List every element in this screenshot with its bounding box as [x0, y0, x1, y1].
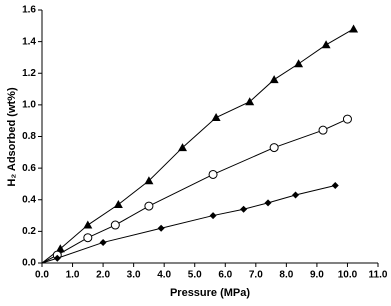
point — [245, 97, 255, 106]
point — [349, 24, 359, 33]
point — [269, 75, 279, 84]
x-tick-label: 8.0 — [279, 270, 293, 281]
y-tick-label: 1.4 — [22, 36, 36, 47]
point — [269, 143, 279, 153]
x-tick-label: 2.0 — [96, 270, 110, 281]
x-tick-label: 0.0 — [35, 270, 49, 281]
y-tick-label: 0.8 — [22, 131, 36, 142]
y-tick-label: 1.6 — [22, 5, 36, 16]
point — [240, 205, 248, 213]
point — [99, 238, 107, 246]
y-axis-title: H₂ Adsorbed (wt%) — [6, 87, 18, 187]
point — [144, 201, 154, 211]
x-tick-label: 6.0 — [218, 270, 232, 281]
point — [208, 169, 218, 179]
point — [144, 176, 154, 185]
point — [321, 40, 331, 49]
x-tick-label: 11.0 — [369, 270, 388, 281]
point — [264, 199, 272, 207]
point — [83, 220, 93, 229]
point — [294, 59, 304, 68]
x-tick-label: 5.0 — [188, 270, 202, 281]
x-axis-title: Pressure (MPa) — [170, 287, 250, 299]
point — [292, 191, 300, 199]
point — [209, 212, 217, 220]
y-tick-label: 1.0 — [22, 100, 36, 111]
point — [342, 114, 352, 124]
point — [55, 244, 65, 253]
point — [318, 125, 328, 135]
x-tick-label: 10.0 — [338, 270, 358, 281]
x-tick-label: 1.0 — [66, 270, 80, 281]
point — [157, 224, 165, 232]
y-tick-label: 1.2 — [22, 68, 36, 79]
point — [83, 233, 93, 243]
x-tick-label: 7.0 — [249, 270, 263, 281]
y-tick-label: 0.6 — [22, 163, 36, 174]
point — [178, 143, 188, 152]
trend-line — [41, 28, 354, 264]
y-tick-label: 0.2 — [22, 226, 36, 237]
point — [331, 182, 339, 190]
point — [211, 113, 221, 122]
y-tick-label: 0.0 — [22, 258, 36, 269]
point — [113, 199, 123, 208]
x-tick-label: 9.0 — [310, 270, 324, 281]
y-tick-label: 0.4 — [22, 194, 36, 205]
x-tick-label: 3.0 — [127, 270, 141, 281]
x-tick-label: 4.0 — [157, 270, 171, 281]
point — [110, 220, 120, 230]
point — [53, 254, 61, 262]
